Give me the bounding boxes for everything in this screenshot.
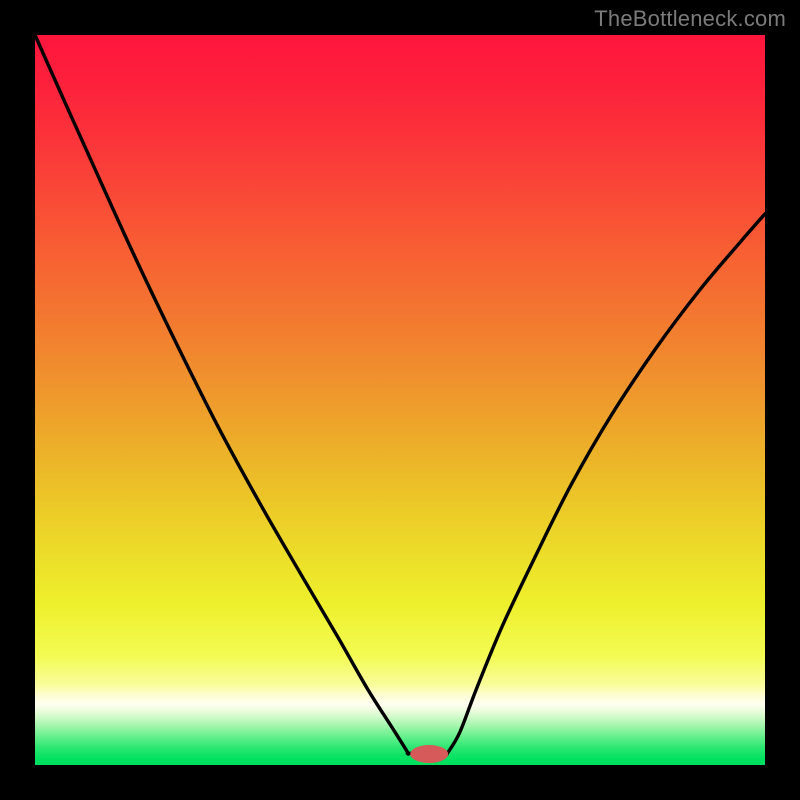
watermark-label: TheBottleneck.com bbox=[594, 6, 786, 32]
chart-svg bbox=[0, 0, 800, 800]
optimal-point-marker bbox=[410, 745, 448, 763]
chart-stage: TheBottleneck.com bbox=[0, 0, 800, 800]
plot-gradient-area bbox=[35, 35, 765, 765]
